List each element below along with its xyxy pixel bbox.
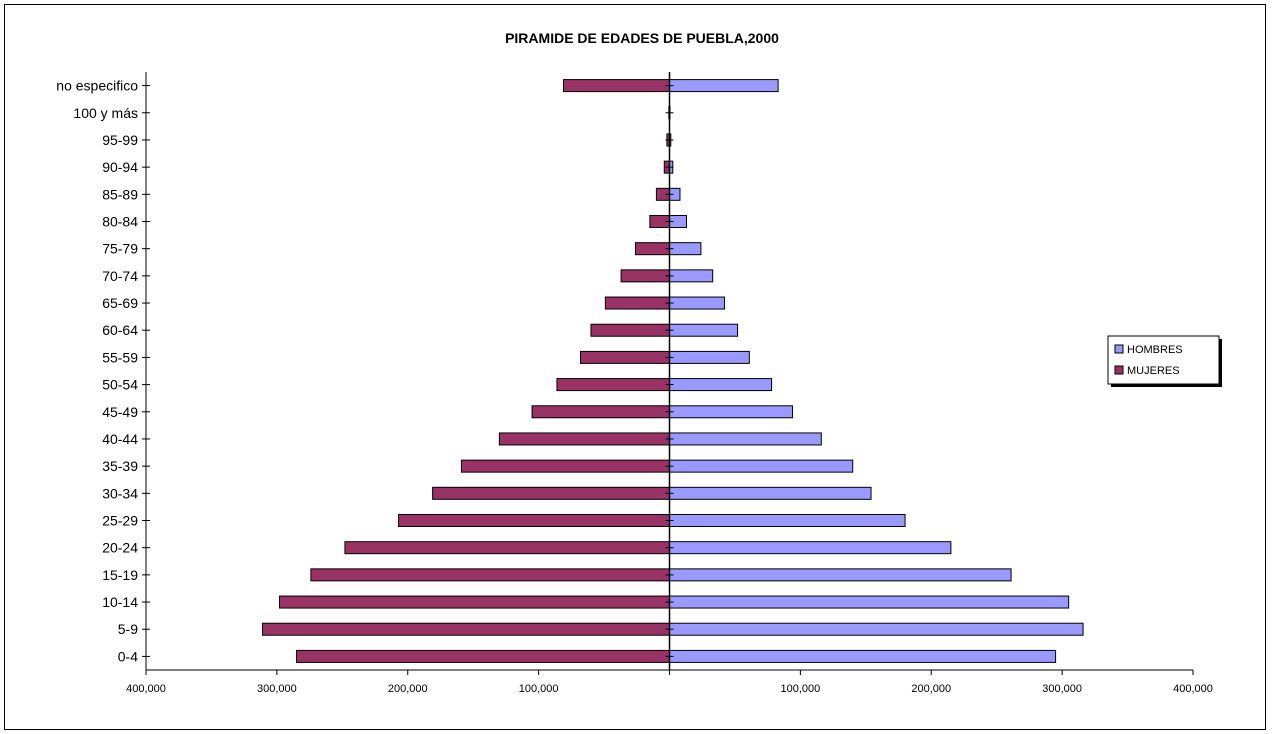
- category-label: 75-79: [102, 241, 138, 257]
- chart-title: PIRAMIDE DE EDADES DE PUEBLA,2000: [505, 30, 779, 46]
- category-label: 50-54: [102, 377, 138, 393]
- bar-mujeres-15-19: [310, 568, 670, 582]
- bar-mujeres-70-74: [620, 269, 670, 283]
- category-label: 60-64: [102, 322, 138, 338]
- bar-mujeres-65-69: [604, 296, 671, 310]
- bar-hombres-no-especifico: [669, 79, 779, 93]
- bar-mujeres-45-49: [531, 405, 670, 419]
- x-tick-label: 400,000: [1173, 683, 1213, 695]
- bar-mujeres-no-especifico: [562, 79, 671, 93]
- bar-hombres-75-79: [669, 242, 702, 256]
- category-label: 85-89: [102, 186, 138, 202]
- category-label: 5-9: [118, 621, 138, 637]
- category-label: 40-44: [102, 431, 138, 447]
- category-label: 10-14: [102, 594, 138, 610]
- x-tick-label: 100,000: [519, 683, 559, 695]
- bar-hombres-0-4: [669, 649, 1057, 663]
- category-label: 0-4: [118, 648, 138, 664]
- x-tick-label: 400,000: [126, 683, 166, 695]
- category-label: 55-59: [102, 349, 138, 365]
- bar-hombres-35-39: [669, 459, 854, 473]
- x-tick-label: 300,000: [257, 683, 297, 695]
- category-label: 90-94: [102, 159, 138, 175]
- category-label: 100 y más: [73, 105, 138, 121]
- x-tick-label: 200,000: [388, 683, 428, 695]
- category-label: no especifico: [56, 78, 138, 94]
- legend-swatch-mujeres: [1114, 365, 1124, 375]
- bar-mujeres-60-64: [590, 323, 670, 337]
- category-label: 80-84: [102, 214, 138, 230]
- legend-box: [1107, 335, 1220, 385]
- bar-hombres-25-29: [669, 514, 906, 527]
- bar-hombres-45-49: [669, 405, 794, 419]
- bar-hombres-40-44: [669, 432, 822, 446]
- category-label: 95-99: [102, 132, 138, 148]
- axes-layer: 0-4 5-9 10-14 15-19 20-24 25-29 30-34 35-39 40-4…: [56, 72, 1213, 695]
- bar-mujeres-75-79: [634, 242, 670, 256]
- legend-label-mujeres: MUJERES: [1127, 365, 1180, 377]
- category-label: 15-19: [102, 567, 138, 583]
- bar-mujeres-55-59: [580, 350, 671, 364]
- bar-hombres-10-14: [669, 595, 1070, 609]
- bar-hombres-60-64: [669, 323, 739, 337]
- bar-hombres-65-69: [669, 296, 725, 310]
- bar-mujeres-10-14: [278, 595, 670, 609]
- bar-mujeres-35-39: [460, 459, 670, 473]
- category-label: 65-69: [102, 295, 138, 311]
- bar-mujeres-20-24: [344, 541, 670, 555]
- bar-mujeres-40-44: [498, 432, 670, 446]
- category-label: 20-24: [102, 540, 138, 556]
- legend-swatch-hombres: [1114, 344, 1124, 354]
- category-label: 70-74: [102, 268, 138, 284]
- bar-hombres-15-19: [669, 568, 1012, 582]
- bar-hombres-5-9: [669, 622, 1084, 636]
- x-tick-label: 200,000: [911, 683, 951, 695]
- bar-hombres-20-24: [669, 541, 952, 555]
- bar-mujeres-5-9: [261, 622, 670, 636]
- category-label: 25-29: [102, 513, 138, 529]
- bar-hombres-50-54: [669, 378, 773, 392]
- bar-hombres-70-74: [669, 269, 714, 283]
- category-label: 35-39: [102, 458, 138, 474]
- legend: HOMBRES MUJERES: [1107, 335, 1222, 387]
- bar-hombres-30-34: [669, 486, 872, 500]
- x-tick-label: 100,000: [780, 683, 820, 695]
- population-pyramid-chart: PIRAMIDE DE EDADES DE PUEBLA,2000 0-4 5-9…: [56, 30, 1222, 695]
- bar-mujeres-25-29: [398, 514, 670, 527]
- chart-frame: PIRAMIDE DE EDADES DE PUEBLA,2000 0-4 5-9…: [4, 4, 1266, 730]
- x-tick-label: 300,000: [1042, 683, 1082, 695]
- category-label: 30-34: [102, 485, 138, 501]
- bar-hombres-55-59: [669, 350, 750, 364]
- legend-label-hombres: HOMBRES: [1127, 344, 1183, 356]
- category-label: 45-49: [102, 404, 138, 420]
- bar-mujeres-50-54: [556, 378, 671, 392]
- bar-mujeres-0-4: [296, 649, 670, 663]
- bar-mujeres-30-34: [432, 486, 670, 500]
